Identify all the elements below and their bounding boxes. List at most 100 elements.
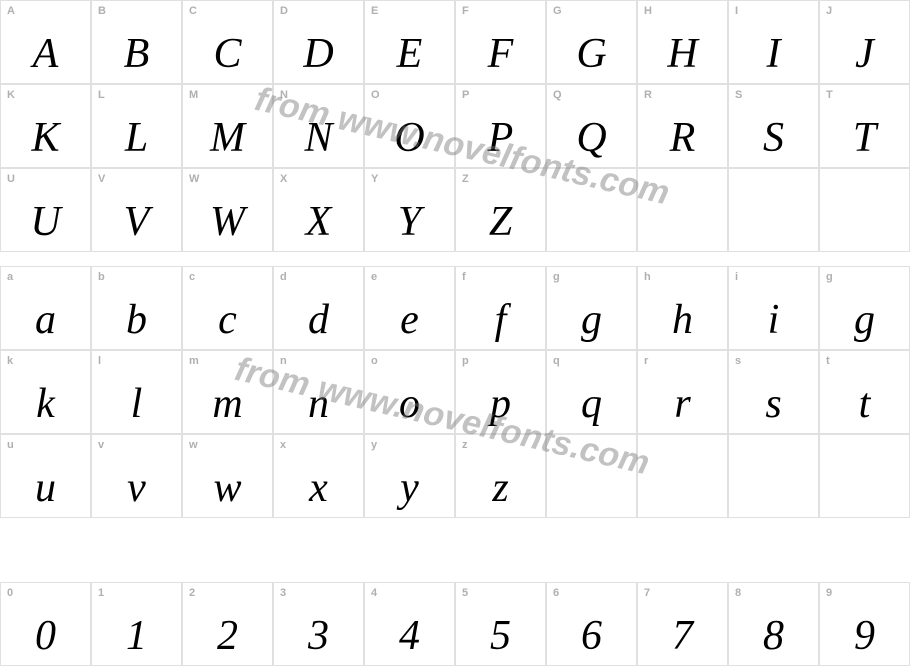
cell-glyph: K xyxy=(1,117,90,159)
glyph-cell: zz xyxy=(455,434,546,518)
cell-glyph: f xyxy=(456,299,545,341)
cell-label: E xyxy=(371,5,378,17)
glyph-cell: RR xyxy=(637,84,728,168)
cell-glyph: G xyxy=(547,33,636,75)
glyph-cell: ii xyxy=(728,266,819,350)
cell-glyph: N xyxy=(274,117,363,159)
glyph-cell: ss xyxy=(728,350,819,434)
cell-label: 1 xyxy=(98,587,104,599)
cell-label: T xyxy=(826,89,833,101)
cell-glyph: r xyxy=(638,383,727,425)
cell-label: B xyxy=(98,5,106,17)
cell-label: N xyxy=(280,89,288,101)
glyph-cell: LL xyxy=(91,84,182,168)
cell-glyph: v xyxy=(92,467,181,509)
cell-glyph: 1 xyxy=(92,615,181,657)
cell-label: K xyxy=(7,89,15,101)
cell-label: a xyxy=(7,271,13,283)
cell-glyph: 4 xyxy=(365,615,454,657)
glyph-cell: mm xyxy=(182,350,273,434)
cell-label: y xyxy=(371,439,377,451)
cell-glyph: 3 xyxy=(274,615,363,657)
cell-label: r xyxy=(644,355,648,367)
glyph-cell: oo xyxy=(364,350,455,434)
chart-row: AABBCCDDEEFFGGHHIIJJ xyxy=(0,0,910,84)
cell-label: D xyxy=(280,5,288,17)
cell-label: b xyxy=(98,271,105,283)
glyph-cell: 88 xyxy=(728,582,819,666)
cell-label: Q xyxy=(553,89,562,101)
glyph-cell: ww xyxy=(182,434,273,518)
cell-glyph: W xyxy=(183,201,272,243)
glyph-cell: ZZ xyxy=(455,168,546,252)
cell-glyph: w xyxy=(183,467,272,509)
cell-glyph: p xyxy=(456,383,545,425)
cell-label: 0 xyxy=(7,587,13,599)
cell-label: 6 xyxy=(553,587,559,599)
cell-label: m xyxy=(189,355,199,367)
cell-label: A xyxy=(7,5,15,17)
glyph-cell: YY xyxy=(364,168,455,252)
cell-glyph: P xyxy=(456,117,545,159)
cell-label: X xyxy=(280,173,287,185)
cell-label: Y xyxy=(371,173,378,185)
cell-label: O xyxy=(371,89,380,101)
chart-row: UUVVWWXXYYZZ xyxy=(0,168,910,252)
glyph-cell: KK xyxy=(0,84,91,168)
cell-glyph: V xyxy=(92,201,181,243)
cell-glyph: t xyxy=(820,383,909,425)
glyph-cell: hh xyxy=(637,266,728,350)
cell-glyph: Z xyxy=(456,201,545,243)
cell-glyph: 5 xyxy=(456,615,545,657)
cell-glyph: e xyxy=(365,299,454,341)
glyph-cell: xx xyxy=(273,434,364,518)
glyph-cell: NN xyxy=(273,84,364,168)
cell-glyph: M xyxy=(183,117,272,159)
cell-label: U xyxy=(7,173,15,185)
cell-label: 4 xyxy=(371,587,377,599)
glyph-cell: gg xyxy=(546,266,637,350)
glyph-cell: rr xyxy=(637,350,728,434)
cell-glyph: L xyxy=(92,117,181,159)
cell-glyph: Y xyxy=(365,201,454,243)
cell-glyph: Q xyxy=(547,117,636,159)
cell-label: F xyxy=(462,5,469,17)
cell-label: P xyxy=(462,89,469,101)
cell-glyph: y xyxy=(365,467,454,509)
glyph-cell: AA xyxy=(0,0,91,84)
glyph-cell: kk xyxy=(0,350,91,434)
cell-label: G xyxy=(553,5,562,17)
glyph-cell: XX xyxy=(273,168,364,252)
cell-label: C xyxy=(189,5,197,17)
glyph-cell: vv xyxy=(91,434,182,518)
glyph-cell: tt xyxy=(819,350,910,434)
cell-label: 9 xyxy=(826,587,832,599)
glyph-cell: MM xyxy=(182,84,273,168)
cell-glyph: d xyxy=(274,299,363,341)
cell-label: w xyxy=(189,439,198,451)
glyph-cell: bb xyxy=(91,266,182,350)
cell-label: e xyxy=(371,271,377,283)
glyph-cell: pp xyxy=(455,350,546,434)
glyph-cell: 11 xyxy=(91,582,182,666)
cell-label: 7 xyxy=(644,587,650,599)
cell-glyph: A xyxy=(1,33,90,75)
glyph-cell: II xyxy=(728,0,819,84)
chart-row: aabbccddeeffgghhiigg xyxy=(0,266,910,350)
cell-label: v xyxy=(98,439,104,451)
cell-glyph: S xyxy=(729,117,818,159)
cell-glyph: 7 xyxy=(638,615,727,657)
glyph-cell: cc xyxy=(182,266,273,350)
glyph-cell xyxy=(728,168,819,252)
cell-glyph: g xyxy=(547,299,636,341)
cell-glyph: u xyxy=(1,467,90,509)
cell-glyph: R xyxy=(638,117,727,159)
glyph-cell xyxy=(546,168,637,252)
glyph-cell: yy xyxy=(364,434,455,518)
glyph-cell: gg xyxy=(819,266,910,350)
cell-glyph: x xyxy=(274,467,363,509)
chart-row: uuvvwwxxyyzz xyxy=(0,434,910,518)
cell-label: V xyxy=(98,173,105,185)
glyph-cell: qq xyxy=(546,350,637,434)
glyph-cell: QQ xyxy=(546,84,637,168)
